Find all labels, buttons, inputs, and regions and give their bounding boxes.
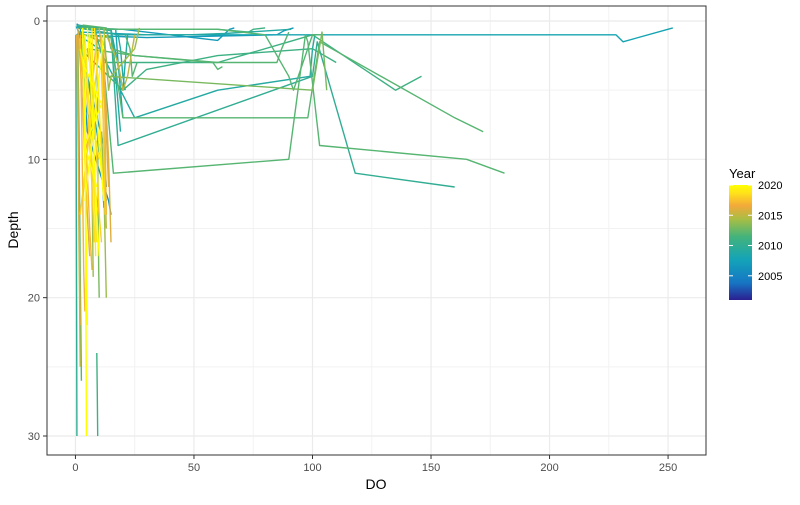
series-line-51 <box>103 62 112 243</box>
legend: Year 2005 2010 2015 2020 <box>729 166 782 300</box>
x-tick-label: 50 <box>188 462 200 474</box>
plot-panel <box>47 6 706 455</box>
series-line-47 <box>81 62 103 188</box>
series-line-4 <box>80 34 484 133</box>
legend-tick-label: 2005 <box>758 271 782 283</box>
series-layer <box>75 23 673 437</box>
series-line-7 <box>82 25 455 188</box>
x-axis-ticks: 0 50 100 150 200 250 <box>72 455 677 474</box>
series-line-34 <box>79 34 86 312</box>
y-axis-ticks: 0 10 20 30 <box>28 16 47 443</box>
series-line-41 <box>89 34 105 201</box>
series-line-50 <box>105 34 136 91</box>
x-tick-label: 250 <box>659 462 677 474</box>
x-tick-label: 150 <box>422 462 440 474</box>
series-line-11 <box>77 34 318 119</box>
series-line-44 <box>84 34 105 201</box>
legend-tick-label: 2010 <box>758 241 782 253</box>
series-line-39 <box>75 34 81 326</box>
series-line-31 <box>93 27 105 201</box>
legend-tick-label: 2020 <box>758 180 782 192</box>
series-line-38 <box>100 34 106 215</box>
series-line-36 <box>81 27 88 326</box>
y-tick-label: 0 <box>34 16 40 28</box>
series-line-40 <box>103 48 107 215</box>
series-line-23 <box>96 352 99 437</box>
legend-colorbar <box>729 185 752 300</box>
series-line-13 <box>77 31 328 91</box>
series-line-56 <box>124 34 138 78</box>
series-line-20 <box>75 34 78 437</box>
grid-minor <box>47 6 706 455</box>
series-line-10 <box>87 31 290 64</box>
y-tick-label: 30 <box>28 431 40 443</box>
x-axis-title: DO <box>366 476 387 492</box>
legend-tick-label: 2015 <box>758 210 782 222</box>
x-tick-label: 100 <box>303 462 321 474</box>
y-tick-label: 20 <box>28 293 40 305</box>
legend-ticks: 2005 2010 2015 2020 <box>729 180 782 283</box>
series-line-12 <box>79 48 337 91</box>
y-tick-label: 10 <box>28 154 40 166</box>
series-line-3 <box>76 24 422 91</box>
x-tick-label: 200 <box>540 462 558 474</box>
plot-border <box>46 5 707 456</box>
y-axis-title: Depth <box>5 211 21 248</box>
series-line-49 <box>103 27 141 91</box>
x-tick-label: 0 <box>72 462 78 474</box>
legend-title: Year <box>729 166 756 181</box>
